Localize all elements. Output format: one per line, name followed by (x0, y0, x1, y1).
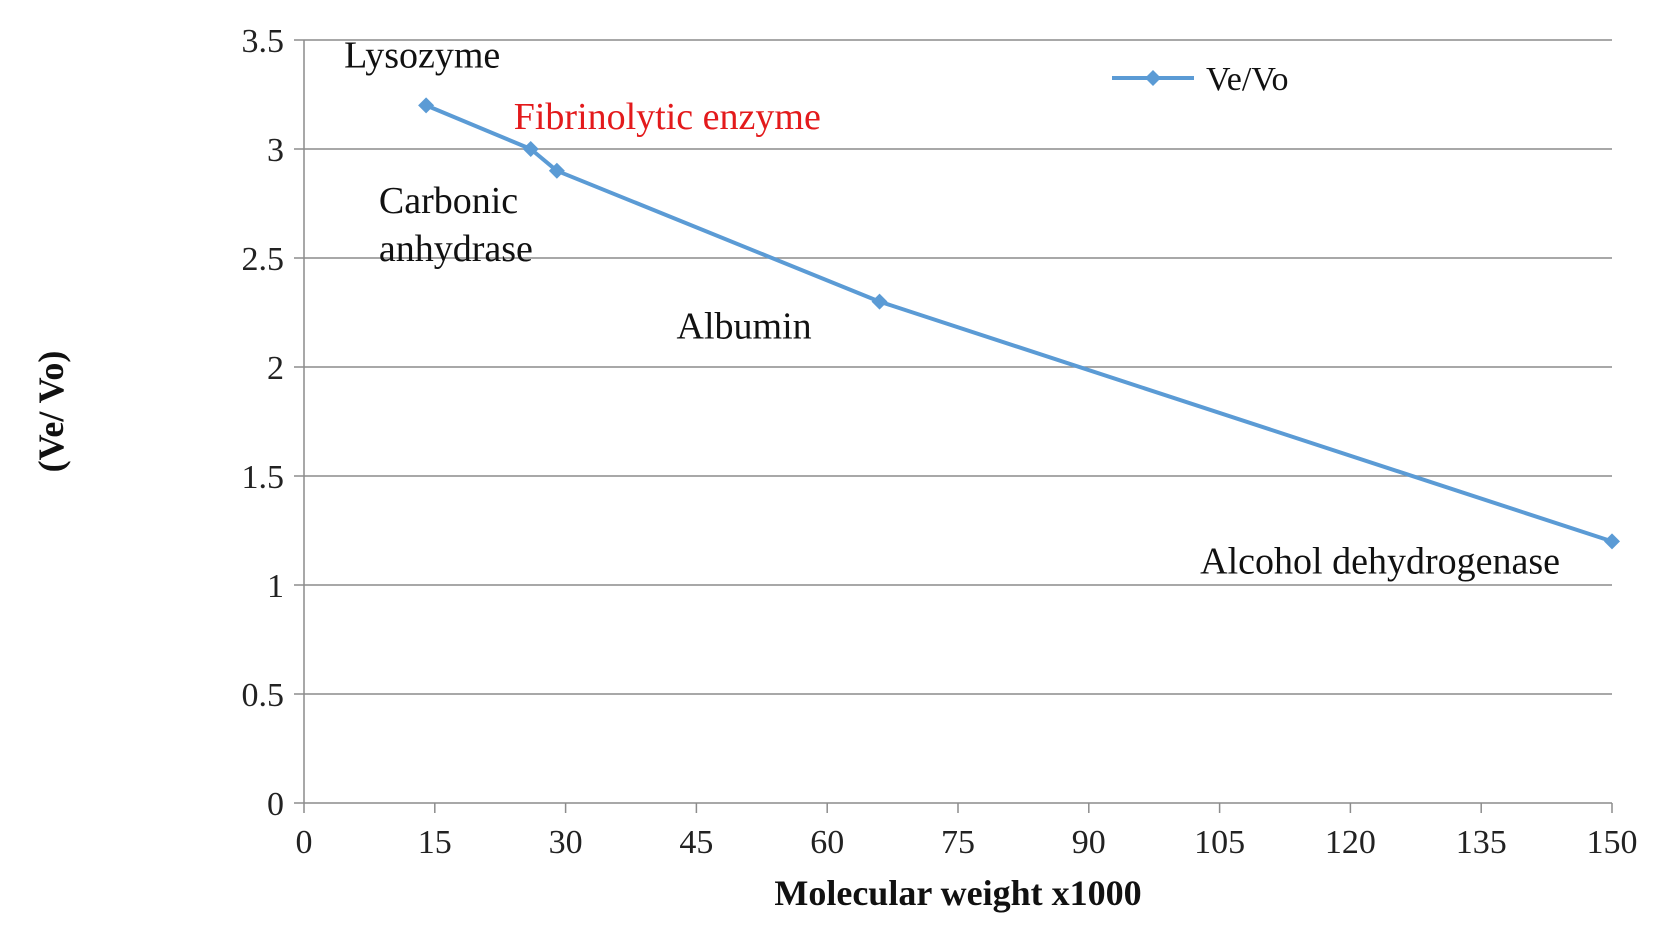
x-tick-label: 0 (296, 824, 313, 861)
annotations: Lysozyme Fibrinolytic enzyme Carbonic anhyd… (344, 34, 1560, 582)
x-tick-label: 45 (679, 824, 713, 861)
x-tick-label: 60 (810, 824, 844, 861)
axes: 0 0.5 1 1.5 2 2.5 3 3.5 0 15 30 45 60 75 90 105 120 135 15… (242, 23, 1638, 861)
y-tick-label: 0.5 (242, 677, 285, 714)
legend-label: Ve/Vo (1206, 61, 1289, 98)
data-point-marker (418, 97, 435, 114)
x-axis-title: Molecular weight x1000 (774, 873, 1141, 913)
y-tick-label: 2 (267, 350, 284, 387)
annotation-label: Carbonic (379, 180, 518, 222)
data-point-marker (871, 293, 888, 310)
gridlines (304, 39, 1612, 695)
data-point-marker (522, 141, 539, 157)
x-tick-label: 105 (1194, 824, 1245, 861)
x-tick-label: 90 (1072, 824, 1106, 861)
y-tick-label: 0 (267, 786, 284, 823)
x-tick-label: 30 (549, 824, 583, 861)
x-tick-label: 150 (1587, 824, 1638, 861)
data-point-marker (548, 162, 565, 179)
x-tick-label: 120 (1325, 824, 1376, 861)
annotation-label: anhydrase (379, 228, 533, 270)
y-tick-label: 3.5 (242, 23, 285, 60)
annotation-label: Lysozyme (344, 34, 500, 76)
x-tick-label: 15 (418, 824, 452, 861)
annotation-label: Alcohol dehydrogenase (1200, 540, 1560, 582)
legend: Ve/Vo (1112, 61, 1289, 98)
annotation-label: Albumin (677, 306, 812, 348)
legend-marker-swatch (1145, 70, 1161, 86)
y-tick-label: 3 (267, 132, 284, 169)
y-tick-label: 2.5 (242, 241, 285, 278)
y-axis-title: (Ve/ Vo) (31, 351, 71, 473)
y-tick-label: 1 (267, 568, 284, 605)
x-tick-label: 75 (941, 824, 975, 861)
data-point-marker (1604, 533, 1620, 550)
x-tick-label: 135 (1456, 824, 1507, 861)
y-tick-label: 1.5 (242, 459, 285, 496)
annotation-label: Fibrinolytic enzyme (514, 96, 821, 138)
series-layer (418, 97, 1620, 550)
